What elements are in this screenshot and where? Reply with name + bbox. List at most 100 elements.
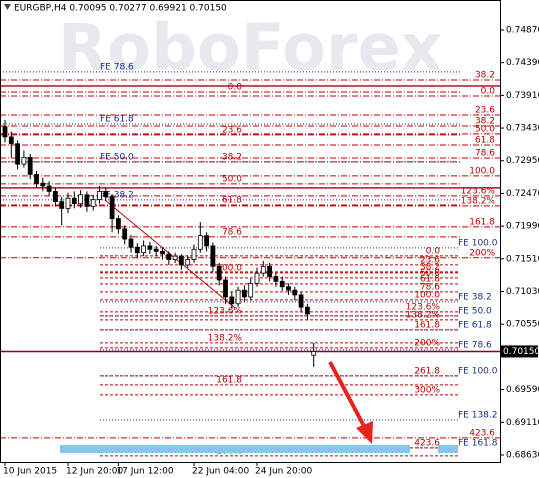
fib-label: FE 50.0 [100,152,134,162]
candle-body [15,143,21,165]
fib-label: 161.8 [414,320,440,330]
candle-body [304,306,310,315]
fib-label: FE 61.8 [458,320,492,330]
candle-body [103,190,109,198]
candle-body [84,194,90,207]
fib-label: 61.8 [475,135,495,145]
candle-body [40,182,46,187]
candle-body [197,235,203,250]
fib-label: FE 38.2 [458,292,492,302]
candle-body [273,276,279,282]
fib-label: 38.2 [420,262,440,272]
watermark: RoboForex [58,12,442,86]
fib-label: 138.2% [406,310,441,320]
candle-body [53,190,58,203]
candle-body [229,296,235,305]
x-tick-label: 10 Jun 2015 [3,467,57,477]
candle-body [241,289,247,298]
candle-body [279,280,285,288]
fib-label: 78.6 [222,227,242,237]
fib-label: 161.8 [216,375,242,385]
symbol-icon [4,4,11,10]
arrow-head [356,421,373,444]
candle-body [71,197,77,205]
candle-body [134,246,140,254]
fib-label: 0.0 [426,246,441,256]
fib-label: 78.6 [475,148,495,158]
fib-label: FE 38.2 [100,190,134,200]
fib-label: 423.6 [414,438,440,448]
candle-body [172,255,178,260]
fib-label: 123.6% [461,186,496,196]
fib-label: FE 100.0 [458,366,498,376]
candle-body [191,248,197,260]
chart-title: EURGBP,H4 0.70095 0.70277 0.69921 0.7015… [14,4,227,14]
candle-body [153,248,159,252]
candle-body [216,265,222,281]
candle-body [223,279,228,298]
fib-label: FE 61.8 [100,114,134,124]
fib-label: 61.8 [222,195,242,205]
plot-frame [0,0,501,463]
candle-body [160,250,165,255]
x-tick-label: 12 Jun 20:00 [66,467,123,477]
x-tick-label: 24 Jun 20:00 [255,467,312,477]
candle-body [235,289,241,305]
fib-label: 100.0 [469,166,495,176]
candle-body [78,194,83,205]
candle-body [311,351,317,356]
fib-label: 23.6 [222,125,242,135]
fib-label: 261.8 [414,366,440,376]
candle-body [122,228,128,240]
fib-label: FE 78.6 [458,340,492,350]
candle-body [147,245,153,250]
candle-body [178,255,184,266]
fib-label: FE 100.0 [458,238,498,248]
target-zone [438,445,458,453]
y-tick-label: 0.68630 [506,450,539,460]
fib-label: 161.8 [469,217,495,227]
fib-label: 38.2 [222,152,242,162]
candle-body [248,282,254,298]
candle-body [116,218,121,230]
candle-body [298,294,304,308]
fib-label: FE 78.6 [100,62,134,72]
fib-label: 0.0 [481,86,496,96]
candle-body [292,289,298,296]
candle-body [65,197,71,209]
fib-label: 423.6 [469,428,495,438]
fib-label: 138.2% [208,333,243,343]
fib-label: 23.6 [475,105,495,115]
fib-label: 123.6% [406,302,441,312]
fib-label: 23.6 [420,255,440,265]
current-price-label: 0.70150 [503,347,539,357]
arrow-shaft [328,361,368,431]
fib-label: 123.6% [208,306,243,316]
fib-label: 0.0 [228,82,243,92]
candle-body [254,272,260,284]
candle-body [166,253,172,260]
fib-label: 100.0 [216,263,242,273]
candle-body [90,199,96,207]
candle-body [21,156,27,165]
x-tick-label: 17 Jun 12:00 [116,467,173,477]
candle-body [204,235,210,247]
candle-body [286,286,291,291]
current-price-box [501,345,538,358]
candle-body [2,126,8,138]
candle-body [260,265,266,274]
fib-label: 61.8 [420,274,440,284]
fib-label: 138.2% [461,196,496,206]
fib-label: FE 138.2 [458,410,498,420]
